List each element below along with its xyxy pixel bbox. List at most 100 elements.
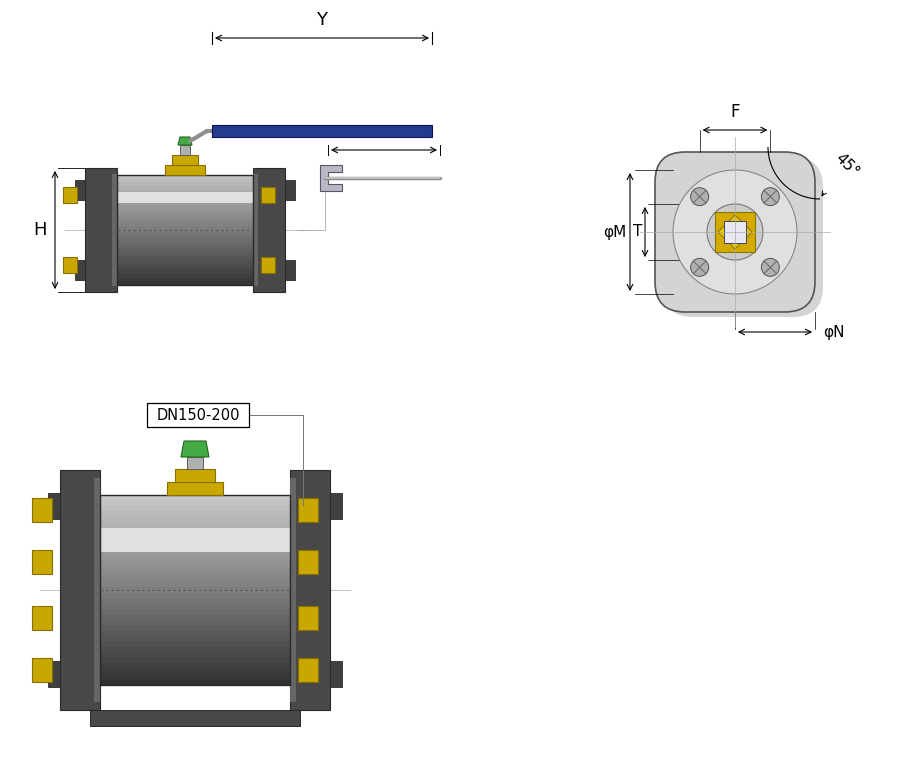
Polygon shape: [117, 193, 253, 197]
FancyBboxPatch shape: [655, 152, 815, 312]
Polygon shape: [117, 266, 253, 270]
Polygon shape: [117, 219, 253, 222]
Polygon shape: [100, 598, 290, 604]
Polygon shape: [32, 550, 52, 574]
Circle shape: [761, 188, 779, 205]
Polygon shape: [320, 165, 342, 191]
Polygon shape: [253, 168, 285, 292]
Polygon shape: [117, 245, 253, 249]
Polygon shape: [330, 661, 342, 687]
Polygon shape: [100, 674, 290, 679]
Polygon shape: [117, 197, 253, 201]
Polygon shape: [100, 658, 290, 663]
Polygon shape: [100, 560, 290, 566]
Polygon shape: [285, 180, 295, 200]
Polygon shape: [63, 187, 77, 203]
Polygon shape: [117, 263, 253, 266]
Polygon shape: [117, 270, 253, 274]
Polygon shape: [100, 582, 290, 587]
Polygon shape: [32, 606, 52, 630]
Polygon shape: [100, 538, 290, 543]
Polygon shape: [100, 652, 290, 658]
Polygon shape: [117, 190, 253, 193]
Polygon shape: [100, 533, 290, 538]
Polygon shape: [112, 174, 117, 286]
Polygon shape: [100, 511, 290, 516]
Polygon shape: [63, 257, 77, 273]
Polygon shape: [117, 212, 253, 215]
Polygon shape: [117, 234, 253, 237]
Polygon shape: [187, 457, 203, 469]
Polygon shape: [100, 527, 290, 533]
Polygon shape: [330, 493, 342, 519]
Polygon shape: [298, 606, 318, 630]
Polygon shape: [172, 155, 198, 165]
Polygon shape: [85, 168, 117, 292]
Polygon shape: [117, 252, 253, 256]
Polygon shape: [117, 175, 253, 178]
Polygon shape: [100, 631, 290, 636]
Polygon shape: [100, 555, 290, 560]
Polygon shape: [117, 182, 253, 186]
Text: H: H: [33, 221, 47, 239]
Polygon shape: [178, 137, 192, 145]
Polygon shape: [715, 212, 755, 252]
Polygon shape: [94, 478, 100, 702]
Polygon shape: [117, 178, 253, 182]
Polygon shape: [100, 604, 290, 609]
Polygon shape: [100, 550, 290, 555]
Circle shape: [690, 188, 708, 205]
Polygon shape: [100, 495, 290, 500]
Polygon shape: [117, 278, 253, 281]
Polygon shape: [117, 241, 253, 245]
Polygon shape: [100, 516, 290, 522]
Polygon shape: [100, 615, 290, 620]
Polygon shape: [180, 145, 190, 155]
Polygon shape: [261, 257, 275, 273]
Polygon shape: [285, 260, 295, 280]
Polygon shape: [100, 506, 290, 511]
Polygon shape: [90, 710, 300, 726]
Polygon shape: [100, 587, 290, 593]
Polygon shape: [117, 215, 253, 219]
Polygon shape: [117, 186, 253, 190]
Polygon shape: [212, 125, 432, 137]
Polygon shape: [117, 259, 253, 263]
Polygon shape: [117, 281, 253, 285]
Polygon shape: [100, 528, 290, 552]
Polygon shape: [100, 625, 290, 631]
Polygon shape: [117, 256, 253, 259]
Polygon shape: [100, 647, 290, 652]
Polygon shape: [100, 593, 290, 598]
Text: DN150-200: DN150-200: [156, 408, 240, 422]
Polygon shape: [48, 661, 60, 687]
Text: T: T: [633, 225, 642, 239]
Polygon shape: [48, 493, 60, 519]
Polygon shape: [117, 208, 253, 212]
Polygon shape: [117, 205, 253, 208]
Polygon shape: [100, 679, 290, 685]
Polygon shape: [75, 260, 85, 280]
Polygon shape: [117, 249, 253, 252]
Polygon shape: [100, 620, 290, 625]
Text: F: F: [730, 103, 740, 121]
Polygon shape: [253, 174, 258, 286]
Polygon shape: [100, 500, 290, 506]
Circle shape: [673, 170, 797, 294]
FancyBboxPatch shape: [147, 403, 249, 427]
Polygon shape: [100, 642, 290, 647]
Polygon shape: [100, 566, 290, 571]
Polygon shape: [298, 658, 318, 682]
Polygon shape: [117, 201, 253, 205]
Polygon shape: [181, 441, 209, 457]
Polygon shape: [60, 470, 100, 710]
Polygon shape: [117, 222, 253, 226]
Polygon shape: [100, 669, 290, 674]
Text: Y: Y: [379, 124, 389, 142]
Polygon shape: [117, 274, 253, 278]
Polygon shape: [75, 180, 85, 200]
Polygon shape: [100, 571, 290, 577]
Polygon shape: [117, 230, 253, 234]
Circle shape: [761, 259, 779, 276]
Polygon shape: [298, 498, 318, 522]
